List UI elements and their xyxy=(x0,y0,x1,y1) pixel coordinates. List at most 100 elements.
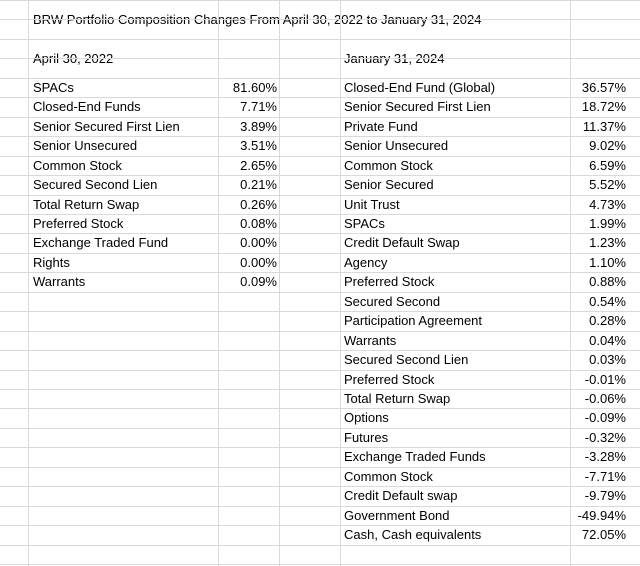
right-row-value: -49.94% xyxy=(577,508,626,523)
right-row-label: Senior Unsecured xyxy=(344,138,449,153)
right-row-label: Agency xyxy=(344,255,388,270)
right-row-value: 5.52% xyxy=(589,177,626,192)
right-row-label: Preferred Stock xyxy=(344,372,435,387)
right-row-value: -3.28% xyxy=(584,449,626,464)
right-row-label: Government Bond xyxy=(344,508,450,523)
grid-row-line xyxy=(0,156,640,157)
grid-row-line xyxy=(0,253,640,254)
left-row-value: 0.21% xyxy=(240,177,277,192)
grid-row-line xyxy=(0,506,640,507)
grid-row-line xyxy=(0,428,640,429)
grid-column-line xyxy=(570,0,571,566)
left-row-label: Secured Second Lien xyxy=(33,177,158,192)
right-row-label: Private Fund xyxy=(344,119,418,134)
right-row-label: Participation Agreement xyxy=(344,313,483,328)
grid-row-line xyxy=(0,564,640,565)
grid-row-line xyxy=(0,370,640,371)
right-row-label: Warrants xyxy=(344,333,397,348)
grid-row-line xyxy=(0,292,640,293)
right-row-label: Total Return Swap xyxy=(344,391,451,406)
grid-row-line xyxy=(0,117,640,118)
left-row-label: Preferred Stock xyxy=(33,216,124,231)
grid-column-line xyxy=(28,0,29,566)
left-row-label: Senior Secured First Lien xyxy=(33,119,180,134)
left-row-value: 0.00% xyxy=(240,235,277,250)
right-row-value: 1.23% xyxy=(589,235,626,250)
right-row-value: 1.10% xyxy=(589,255,626,270)
grid-row-line xyxy=(0,0,640,1)
right-row-value: 18.72% xyxy=(581,99,626,114)
left-row-value: 0.09% xyxy=(240,274,277,289)
right-row-value: 11.37% xyxy=(582,119,626,134)
right-row-value: -0.32% xyxy=(584,430,626,445)
left-row-label: SPACs xyxy=(33,80,74,95)
grid-row-line xyxy=(0,447,640,448)
right-row-label: Cash, Cash equivalents xyxy=(344,527,482,542)
right-row-label: Unit Trust xyxy=(344,197,400,212)
left-row-value: 3.51% xyxy=(240,138,277,153)
left-row-value: 0.00% xyxy=(240,255,277,270)
grid-row-line xyxy=(0,350,640,351)
right-row-value: -0.01% xyxy=(584,372,626,387)
left-row-value: 81.60% xyxy=(232,80,277,95)
right-row-value: -9.79% xyxy=(584,488,626,503)
grid-row-line xyxy=(0,136,640,137)
right-row-value: 72.05% xyxy=(581,527,626,542)
grid-row-line xyxy=(0,467,640,468)
left-row-label: Closed-End Funds xyxy=(33,99,141,114)
grid-row-line xyxy=(0,58,640,59)
left-row-label: Warrants xyxy=(33,274,86,289)
right-row-label: Options xyxy=(344,410,389,425)
grid-row-line xyxy=(0,214,640,215)
right-row-label: Senior Secured xyxy=(344,177,434,192)
grid-row-line xyxy=(0,175,640,176)
left-row-label: Common Stock xyxy=(33,158,122,173)
right-row-value: 1.99% xyxy=(589,216,626,231)
right-row-label: Preferred Stock xyxy=(344,274,435,289)
grid-row-line xyxy=(0,486,640,487)
left-row-value: 0.08% xyxy=(240,216,277,231)
right-row-label: Common Stock xyxy=(344,158,433,173)
grid-column-line xyxy=(340,0,341,566)
left-row-label: Senior Unsecured xyxy=(33,138,138,153)
left-row-label: Rights xyxy=(33,255,70,270)
right-row-label: Secured Second xyxy=(344,294,441,309)
left-row-label: Total Return Swap xyxy=(33,197,140,212)
right-row-label: Senior Secured First Lien xyxy=(344,99,491,114)
right-row-value: -7.71% xyxy=(584,469,626,484)
right-row-label: Common Stock xyxy=(344,469,433,484)
grid-row-line xyxy=(0,408,640,409)
grid-row-line xyxy=(0,311,640,312)
grid-row-line xyxy=(0,195,640,196)
grid-row-line xyxy=(0,525,640,526)
right-row-value: 9.02% xyxy=(589,138,626,153)
right-row-value: 0.28% xyxy=(589,313,626,328)
right-row-value: 0.54% xyxy=(589,294,626,309)
right-row-label: Closed-End Fund (Global) xyxy=(344,80,496,95)
left-row-value: 2.65% xyxy=(240,158,277,173)
right-row-value: 0.03% xyxy=(589,352,626,367)
right-row-label: Futures xyxy=(344,430,389,445)
right-row-value: 0.04% xyxy=(589,333,626,348)
grid-row-line xyxy=(0,39,640,40)
right-row-value: 4.73% xyxy=(589,197,626,212)
right-row-value: 0.88% xyxy=(589,274,626,289)
grid-row-line xyxy=(0,272,640,273)
right-row-label: SPACs xyxy=(344,216,385,231)
right-row-label: Credit Default swap xyxy=(344,488,458,503)
right-row-value: -0.09% xyxy=(584,410,626,425)
grid-row-line xyxy=(0,545,640,546)
grid-row-line xyxy=(0,97,640,98)
grid-row-line xyxy=(0,19,640,20)
right-row-label: Secured Second Lien xyxy=(344,352,469,367)
right-row-value: 6.59% xyxy=(589,158,626,173)
left-row-value: 0.26% xyxy=(240,197,277,212)
right-row-value: 36.57% xyxy=(581,80,626,95)
grid-row-line xyxy=(0,233,640,234)
grid-row-line xyxy=(0,331,640,332)
grid-row-line xyxy=(0,389,640,390)
left-row-value: 7.71% xyxy=(240,99,277,114)
grid-row-line xyxy=(0,78,640,79)
left-row-value: 3.89% xyxy=(240,119,277,134)
